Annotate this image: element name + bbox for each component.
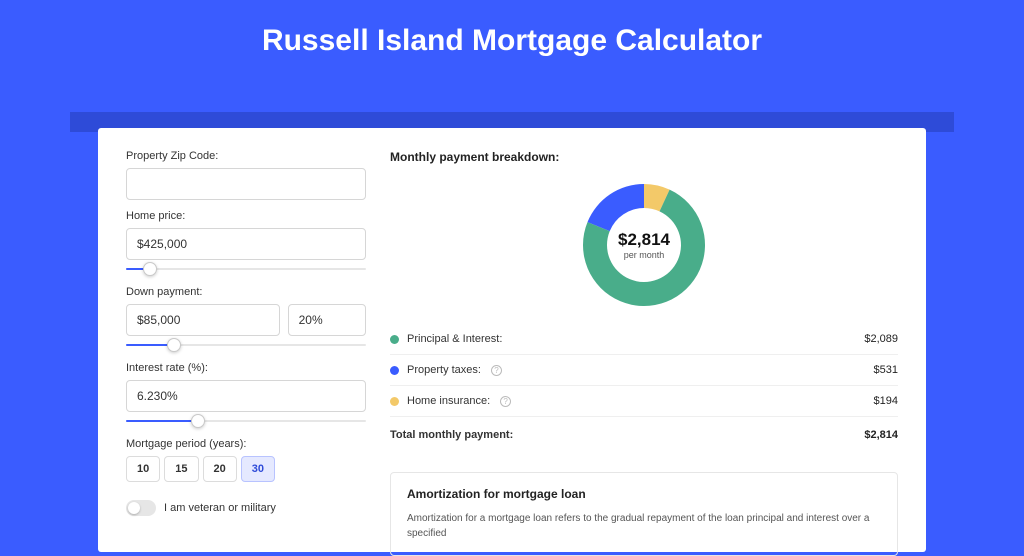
amortization-text: Amortization for a mortgage loan refers … bbox=[407, 511, 881, 541]
period-button-30[interactable]: 30 bbox=[241, 456, 275, 482]
legend-row: Principal & Interest: $2,089 bbox=[390, 324, 898, 355]
down-payment-label: Down payment: bbox=[126, 286, 366, 298]
zip-input[interactable] bbox=[126, 168, 366, 200]
home-price-input[interactable] bbox=[126, 228, 366, 260]
legend-total-row: Total monthly payment: $2,814 bbox=[390, 417, 898, 450]
page-title: Russell Island Mortgage Calculator bbox=[0, 0, 1024, 76]
amortization-box: Amortization for mortgage loan Amortizat… bbox=[390, 472, 898, 556]
info-icon[interactable]: ? bbox=[491, 365, 502, 376]
down-payment-input[interactable] bbox=[126, 304, 280, 336]
legend-dot bbox=[390, 397, 399, 406]
legend-value: $2,089 bbox=[864, 333, 898, 345]
legend-label: Principal & Interest: bbox=[390, 333, 502, 345]
slider-track bbox=[126, 268, 366, 270]
amortization-title: Amortization for mortgage loan bbox=[407, 487, 881, 501]
donut-amount: $2,814 bbox=[618, 230, 670, 250]
legend-dot bbox=[390, 335, 399, 344]
legend-value: $194 bbox=[874, 395, 898, 407]
period-options: 10152030 bbox=[126, 456, 366, 482]
period-button-10[interactable]: 10 bbox=[126, 456, 160, 482]
legend-row: Home insurance:? $194 bbox=[390, 386, 898, 417]
home-price-label: Home price: bbox=[126, 210, 366, 222]
legend-label: Home insurance:? bbox=[390, 395, 511, 407]
calculator-card: Property Zip Code: Home price: Down paym… bbox=[98, 128, 926, 552]
donut-sub: per month bbox=[624, 250, 665, 260]
veteran-toggle[interactable] bbox=[126, 500, 156, 516]
legend-value: $531 bbox=[874, 364, 898, 376]
legend-text: Property taxes: bbox=[407, 364, 481, 376]
down-payment-pct-input[interactable] bbox=[288, 304, 366, 336]
interest-rate-input[interactable] bbox=[126, 380, 366, 412]
breakdown-panel: Monthly payment breakdown: $2,814 per mo… bbox=[390, 150, 898, 530]
interest-rate-slider[interactable] bbox=[126, 414, 366, 428]
period-button-20[interactable]: 20 bbox=[203, 456, 237, 482]
toggle-knob bbox=[128, 502, 140, 514]
slider-thumb[interactable] bbox=[191, 414, 205, 428]
legend-dot bbox=[390, 366, 399, 375]
slider-fill bbox=[126, 420, 198, 422]
breakdown-title: Monthly payment breakdown: bbox=[390, 150, 898, 164]
interest-rate-label: Interest rate (%): bbox=[126, 362, 366, 374]
legend-text: Home insurance: bbox=[407, 395, 490, 407]
legend-label: Property taxes:? bbox=[390, 364, 502, 376]
donut-center: $2,814 per month bbox=[583, 184, 705, 306]
legend-total-label: Total monthly payment: bbox=[390, 429, 513, 441]
donut-chart: $2,814 per month bbox=[390, 176, 898, 324]
info-icon[interactable]: ? bbox=[500, 396, 511, 407]
slider-thumb[interactable] bbox=[167, 338, 181, 352]
legend: Principal & Interest: $2,089 Property taxe… bbox=[390, 324, 898, 417]
legend-total-value: $2,814 bbox=[864, 429, 898, 441]
slider-thumb[interactable] bbox=[143, 262, 157, 276]
zip-label: Property Zip Code: bbox=[126, 150, 366, 162]
inputs-panel: Property Zip Code: Home price: Down paym… bbox=[126, 150, 366, 530]
home-price-slider[interactable] bbox=[126, 262, 366, 276]
legend-text: Principal & Interest: bbox=[407, 333, 502, 345]
legend-row: Property taxes:? $531 bbox=[390, 355, 898, 386]
period-label: Mortgage period (years): bbox=[126, 438, 366, 450]
veteran-label: I am veteran or military bbox=[164, 502, 276, 514]
period-button-15[interactable]: 15 bbox=[164, 456, 198, 482]
down-payment-slider[interactable] bbox=[126, 338, 366, 352]
